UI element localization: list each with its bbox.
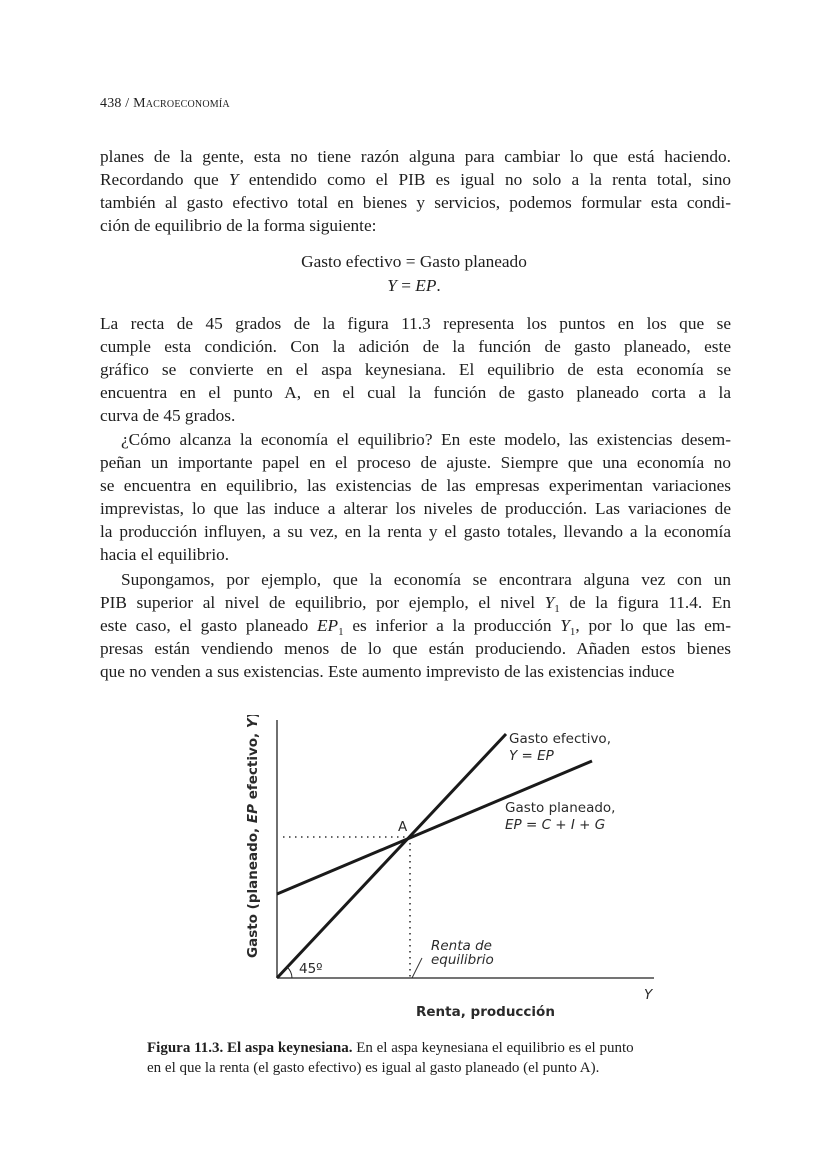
- y-label-ep: EP: [245, 804, 261, 823]
- text-line: curva de 45 grados.: [100, 405, 731, 427]
- caption-title: Figura 11.3. El aspa keynesiana.: [147, 1040, 353, 1056]
- text-line: hacia el equilibrio.: [100, 544, 731, 566]
- text-line: PIB superior al nivel de equilibrio, por…: [100, 592, 732, 615]
- equation-line-1: Gasto efectivo = Gasto planeado: [301, 252, 527, 271]
- text-segment: encuentra en el punto A, en el cual la f…: [100, 383, 731, 402]
- page-number: 438 /: [100, 96, 130, 111]
- text-segment: Recordando que: [100, 170, 229, 189]
- angle-label: 45º: [299, 961, 323, 977]
- text-segment: , por lo que las em-: [575, 616, 731, 635]
- text-line: La recta de 45 grados de la figura 11.3 …: [100, 313, 731, 335]
- text-segment: la producción influyen, a su vez, en la …: [100, 522, 731, 541]
- text-segment: también al gasto efectivo total en biene…: [100, 193, 731, 212]
- text-segment: imprevistas, lo que las induce a alterar…: [100, 499, 731, 518]
- actual-expenditure-45-line: [275, 732, 508, 980]
- figure-caption-line-1: Figura 11.3. El aspa keynesiana. En el a…: [147, 1038, 687, 1058]
- text-line: gráfico se convierte en el aspa keynesia…: [100, 359, 731, 381]
- figure-caption-line-2: en el que la renta (el gasto efectivo) e…: [147, 1060, 600, 1076]
- x-axis-label: Renta, producción: [416, 1004, 555, 1020]
- keynesian-cross-figure: 45º A Gasto efectivo, Y = EP Gasto plane…: [245, 715, 654, 1020]
- text-line: Recordando que Y entendido como el PIB e…: [100, 169, 731, 191]
- text-line: imprevistas, lo que las induce a alterar…: [100, 498, 731, 520]
- text-line: Supongamos, por ejemplo, que la economía…: [121, 569, 731, 591]
- text-segment: Y: [228, 170, 239, 189]
- text-segment: curva de 45 grados.: [100, 406, 236, 425]
- text-segment: EP: [317, 616, 339, 635]
- actual-line-label-1: Gasto efectivo,: [509, 731, 611, 747]
- planned-expenditure-line: [276, 759, 593, 896]
- text-line: encuentra en el punto A, en el cual la f…: [100, 382, 731, 404]
- y-label-y: Y: [245, 717, 261, 728]
- equilibrium-label-2: equilibrio: [431, 952, 494, 968]
- book-title: Macroeconomía: [133, 96, 230, 111]
- running-header: 438 / Macroeconomía: [100, 96, 230, 112]
- planned-line-label-2: EP = C + I + G: [505, 817, 605, 833]
- text-line: planes de la gente, esta no tiene razón …: [100, 146, 731, 168]
- text-segment: Y: [560, 616, 570, 635]
- text-segment: ¿Cómo alcanza la economía el equilibrio?…: [121, 430, 731, 449]
- text-line: este caso, el gasto planeado EP1 es infe…: [100, 615, 731, 638]
- text-line: la producción influyen, a su vez, en la …: [100, 521, 731, 543]
- y-label-part: efectivo,: [245, 728, 261, 804]
- text-segment: es inferior a la producción: [343, 616, 561, 635]
- text-segment: peñan un importante papel en el proceso …: [100, 453, 731, 472]
- actual-line-label-2: Y = EP: [509, 748, 555, 764]
- text-segment: hacia el equilibrio.: [100, 545, 230, 564]
- text-segment: ción de equilibrio de la forma siguiente…: [100, 216, 377, 235]
- text-segment: gráfico se convierte en el aspa keynesia…: [100, 360, 731, 379]
- eq-end: .: [436, 276, 441, 295]
- text-segment: entendido como el PIB es igual no solo a…: [238, 170, 731, 189]
- equilibrium-label-1: Renta de: [431, 938, 492, 954]
- point-a-label: A: [398, 819, 408, 835]
- text-line: también al gasto efectivo total en biene…: [100, 192, 731, 214]
- subscript: 1: [554, 603, 560, 615]
- planned-line-label-1: Gasto planeado,: [505, 800, 615, 816]
- text-line: que no venden a sus existencias. Este au…: [100, 661, 731, 683]
- text-segment: este caso, el gasto planeado: [100, 616, 317, 635]
- x-axis-symbol: Y: [644, 987, 654, 1003]
- text-segment: se encuentra en equilibrio, las existenc…: [100, 476, 731, 495]
- text-line: ción de equilibrio de la forma siguiente…: [100, 215, 731, 237]
- subscript: 1: [338, 626, 344, 638]
- text-segment: de la figura 11.4. En: [559, 593, 732, 612]
- text-line: ¿Cómo alcanza la economía el equilibrio?…: [121, 429, 731, 451]
- text-line: presas están vendiendo menos de lo que e…: [100, 638, 731, 660]
- text-segment: La recta de 45 grados de la figura 11.3 …: [100, 314, 731, 333]
- equilibrium-pointer: [411, 957, 423, 979]
- text-line: cumple esta condición. Con la adición de…: [100, 336, 731, 358]
- y-label-part: ): [245, 715, 261, 718]
- eq-equals: =: [396, 276, 416, 295]
- text-segment: planes de la gente, esta no tiene razón …: [100, 147, 731, 166]
- angle-arc: [286, 966, 293, 979]
- text-line: peñan un importante papel en el proceso …: [100, 452, 731, 474]
- text-segment: presas están vendiendo menos de lo que e…: [100, 639, 731, 658]
- subscript: 1: [569, 626, 576, 638]
- y-label-part: Gasto (planeado,: [245, 823, 261, 958]
- eq-ep: EP: [415, 276, 437, 295]
- text-segment: PIB superior al nivel de equilibrio, por…: [100, 593, 545, 612]
- equation-line-2: Y = EP.: [0, 276, 828, 296]
- text-segment: cumple esta condición. Con la adición de…: [100, 337, 731, 356]
- text-segment: Y: [544, 593, 555, 612]
- caption-text: En el aspa keynesiana el equilibrio es e…: [352, 1040, 634, 1056]
- eq-y: Y: [387, 276, 397, 295]
- y-axis-label: Gasto (planeado, EP efectivo, Y): [245, 715, 261, 958]
- text-segment: Supongamos, por ejemplo, que la economía…: [121, 570, 731, 589]
- text-line: se encuentra en equilibrio, las existenc…: [100, 475, 731, 497]
- text-segment: que no venden a sus existencias. Este au…: [100, 662, 675, 681]
